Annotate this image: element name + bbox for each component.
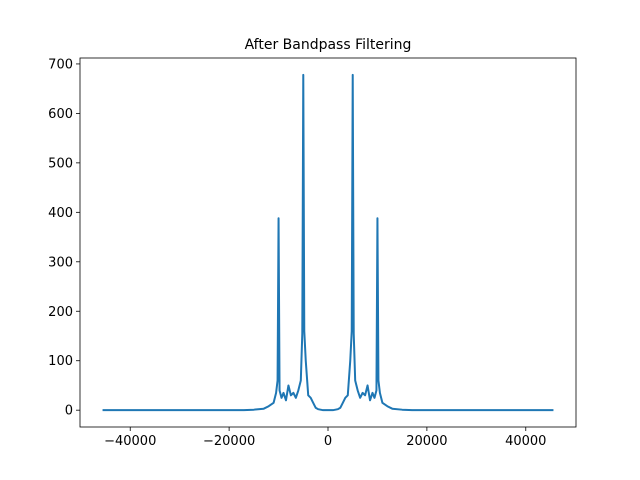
x-tick-label: 0 <box>324 434 332 449</box>
y-tick-label: 100 <box>48 354 73 369</box>
x-tick-label: 20000 <box>406 434 447 449</box>
y-tick-label: 700 <box>48 57 73 72</box>
y-tick-label: 0 <box>65 404 73 419</box>
plot-frame <box>79 57 577 428</box>
y-tick-label: 300 <box>48 255 73 270</box>
y-tick-label: 500 <box>48 156 73 171</box>
x-tick-label: −40000 <box>104 434 156 449</box>
y-tick-label: 400 <box>48 206 73 221</box>
y-tick-label: 200 <box>48 305 73 320</box>
chart-title: After Bandpass Filtering <box>245 37 412 53</box>
x-tick-label: −20000 <box>203 434 255 449</box>
y-tick-label: 600 <box>48 107 73 122</box>
line <box>102 73 554 412</box>
x-tick-label: 40000 <box>505 434 546 449</box>
